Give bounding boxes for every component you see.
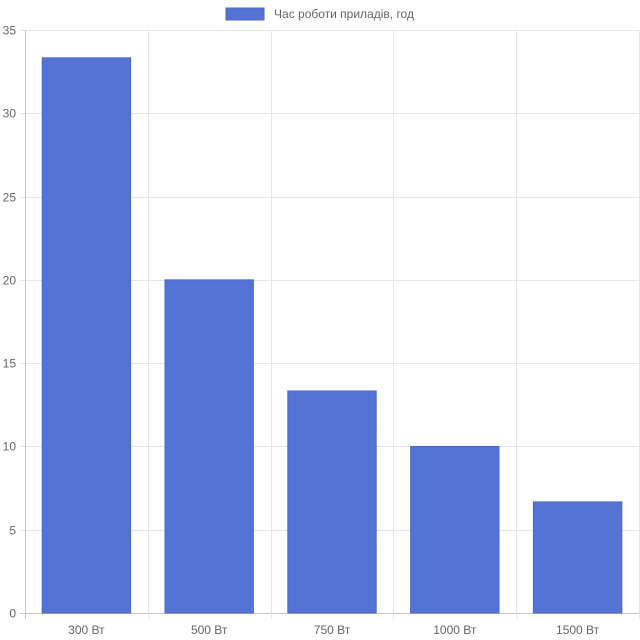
y-tick-label: 5	[9, 524, 16, 538]
bar[interactable]	[287, 390, 377, 614]
bar[interactable]	[164, 279, 254, 614]
x-tick-label: 300 Вт	[68, 623, 105, 637]
legend-label[interactable]: Час роботи приладів, год	[274, 7, 414, 21]
legend[interactable]: Час роботи приладів, год	[225, 7, 414, 21]
bar[interactable]	[410, 445, 500, 614]
x-tick-label: 1000 Вт	[433, 623, 477, 637]
y-tick-label: 0	[9, 607, 16, 621]
axes: 0 5 10 15 20 25 30 35 300 Вт 500 Вт 750 Вт 1000 Вт 1…	[3, 24, 600, 638]
y-tick-label: 30	[3, 107, 17, 121]
legend-swatch[interactable]	[225, 7, 265, 21]
x-tick-label: 1500 Вт	[556, 623, 600, 637]
y-tick-label: 15	[3, 357, 17, 371]
bar[interactable]	[41, 57, 132, 614]
x-tick-label: 500 Вт	[191, 623, 228, 637]
y-tick-label: 20	[3, 274, 17, 288]
x-tick-label: 750 Вт	[314, 623, 351, 637]
y-tick-label: 35	[3, 24, 17, 38]
y-tick-label: 25	[3, 191, 17, 205]
y-tick-label: 10	[3, 440, 17, 454]
bars	[41, 57, 623, 614]
bar[interactable]	[532, 501, 623, 614]
